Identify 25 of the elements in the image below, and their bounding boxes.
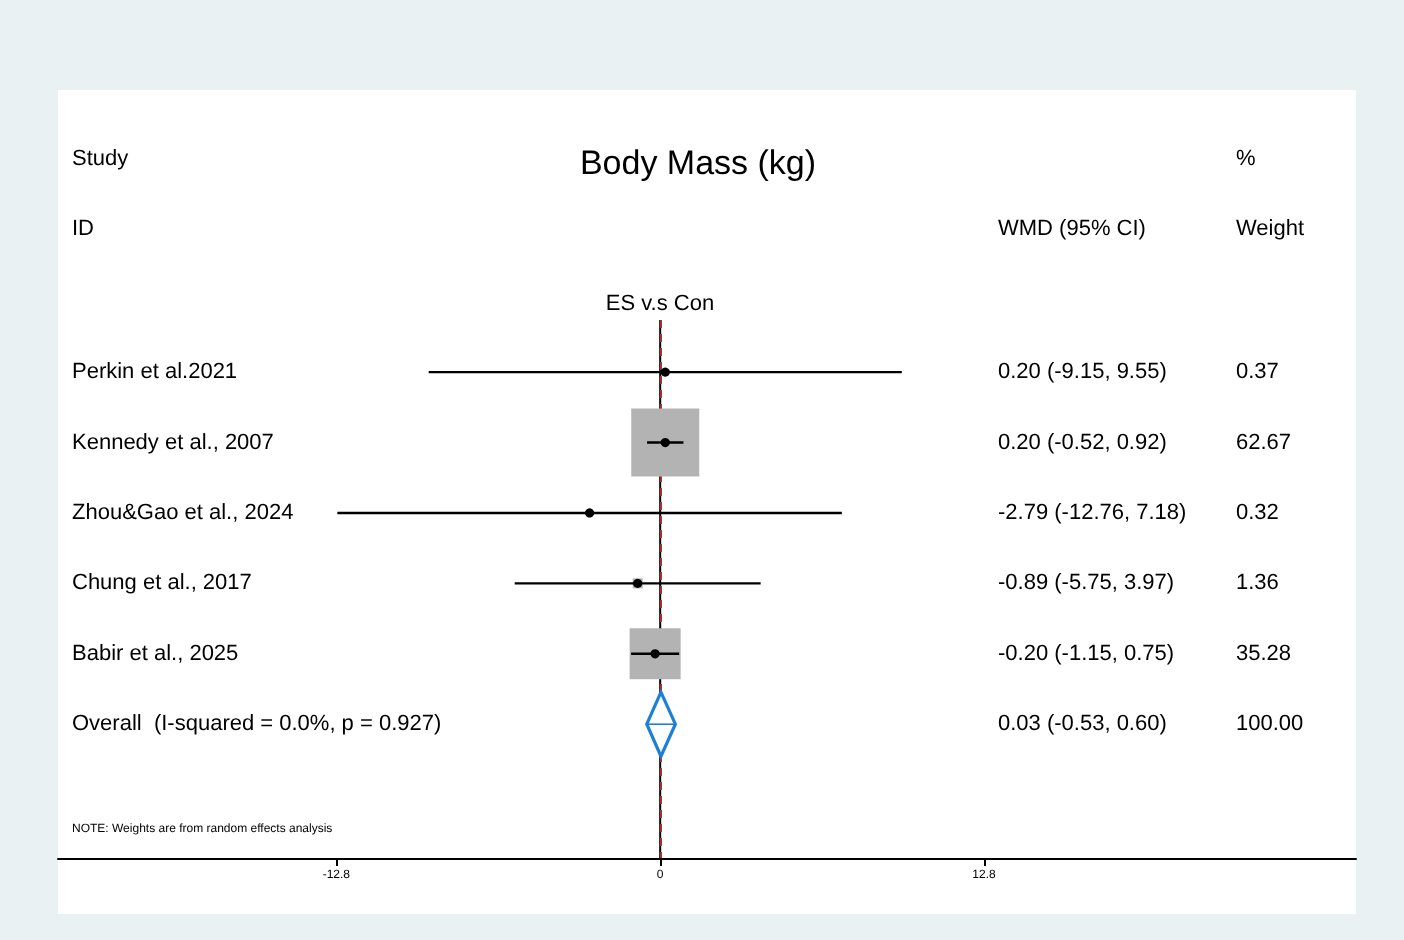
y-tick-label: Zhou&Gao et al., 2024 (72, 500, 294, 525)
text: % (1236, 147, 1256, 171)
text: WMD (95% CI) (998, 217, 1146, 241)
annotation: 35.28 (1236, 641, 1292, 666)
chart-title: Body Mass (kg) (579, 144, 817, 182)
annotation: 0.20 (-0.52, 0.92) (998, 430, 1167, 455)
text: Study (72, 147, 130, 171)
y-tick-label: Babir et al., 2025 (72, 641, 239, 666)
text: ES v.s Con (605, 292, 715, 316)
annotation: 1.36 (1236, 571, 1279, 596)
y-tick-label: Chung et al., 2017 (72, 571, 252, 596)
annotation: 0.03 (-0.53, 0.60) (998, 712, 1167, 737)
y-tick-label: Kennedy et al., 2007 (72, 430, 274, 455)
annotation: 0.20 (-9.15, 9.55) (998, 360, 1167, 385)
annotation: 100.00 (1236, 712, 1304, 737)
annotation: -2.79 (-12.76, 7.18) (998, 500, 1187, 525)
y-tick-label: Perkin et al.2021 (72, 360, 238, 385)
annotation: 62.67 (1236, 430, 1292, 455)
annotation: 0.37 (1236, 360, 1279, 385)
text: Weight (1236, 217, 1305, 241)
y-tick-label: Overall (I-squared = 0.0%, p = 0.927) (72, 712, 442, 737)
annotation: -0.20 (-1.15, 0.75) (998, 641, 1175, 666)
annotation: -0.89 (-5.75, 3.97) (998, 571, 1175, 596)
annotation: 0.32 (1236, 500, 1279, 525)
text: ID (72, 217, 95, 241)
